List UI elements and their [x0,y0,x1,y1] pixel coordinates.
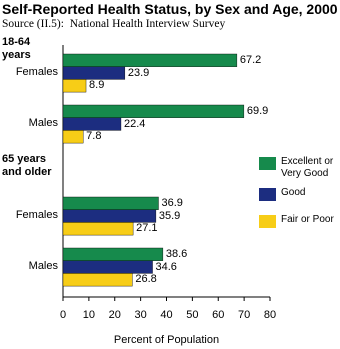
x-tick-label: 30 [134,309,147,321]
bar [62,117,122,131]
data-label: 34.6 [155,260,177,273]
x-tick-label: 60 [212,309,225,321]
x-tick-label: 20 [108,309,121,321]
x-axis-title: Percent of Population [113,334,220,346]
legend-swatch [259,157,276,170]
legend-label: Fair or Poor [281,214,334,225]
x-tick-label: 70 [238,309,251,321]
legend-swatch [259,215,276,228]
data-label: 7.8 [86,130,102,143]
bar [62,104,245,118]
x-tick-label: 0 [59,309,67,321]
y-tick-label: Males [28,260,58,272]
data-label: 36.9 [161,197,183,209]
bar [62,209,157,223]
bar [62,273,133,287]
x-tick-label: 50 [186,309,199,321]
bar [62,247,164,261]
data-label: 27.1 [136,222,158,235]
data-label: 67.2 [239,54,262,66]
bar [62,79,87,93]
bar [62,130,84,144]
bar [62,66,126,80]
bar [62,260,153,274]
bar [62,53,238,67]
y-tick-label: Males [28,117,58,129]
data-label: 38.6 [165,248,188,260]
data-label: 22.4 [123,117,146,130]
data-label: 69.9 [246,105,269,117]
y-tick-label: Females [15,209,58,221]
bar [62,222,134,236]
y-tick-label: Females [15,66,58,78]
chart-subtitle: Source (II.5): National Health Interview… [2,18,226,30]
legend-label: Good [281,187,306,198]
legend-swatch [259,188,276,201]
group-label: 65 years and older [2,153,52,178]
group-label: 18-64 years [2,36,31,61]
x-tick-label: 10 [82,309,95,321]
legend-label: Excellent or Very Good [281,156,334,179]
chart-title: Self-Reported Health Status, by Sex and … [2,1,338,17]
data-label: 8.9 [89,79,105,92]
data-label: 23.9 [127,66,150,79]
x-tick-label: 80 [263,309,277,321]
x-tick-label: 40 [160,309,173,321]
bar [62,196,159,210]
data-label: 26.8 [135,273,157,286]
data-label: 35.9 [158,209,181,222]
